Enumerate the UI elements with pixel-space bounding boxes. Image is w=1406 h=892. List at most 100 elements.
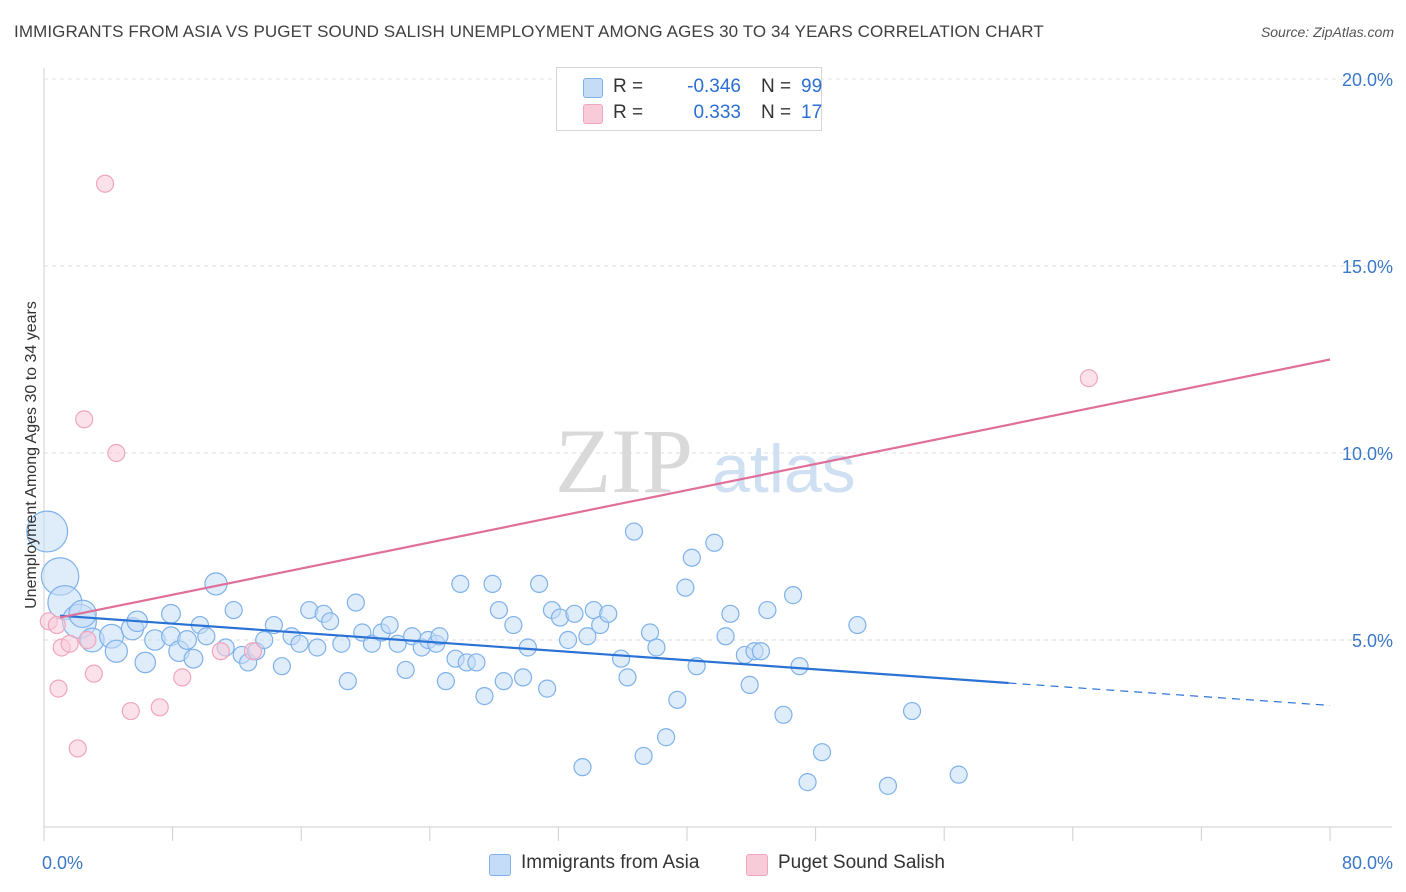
legend-series-name: Immigrants from Asia [521,852,700,873]
salish-point [49,679,68,698]
legend-n-label: N = [761,102,792,123]
asia-point [161,603,181,624]
asia-point [774,705,793,724]
legend-swatch-asia [489,854,511,876]
asia-point [321,612,340,631]
asia-point [790,657,809,676]
legend-swatch-asia [583,78,603,98]
asia-point [721,604,740,623]
chart-title: IMMIGRANTS FROM ASIA VS PUGET SOUND SALI… [14,22,1044,41]
y-tick-label: 5.0% [1352,631,1393,651]
asia-point [611,649,631,668]
asia-point [716,627,735,646]
asia-point [812,743,832,762]
asia-point [26,510,69,553]
asia-point [647,638,666,657]
asia-point [134,651,157,674]
legend-r-label: R = [613,76,644,97]
y-tick-label: 15.0% [1342,257,1393,277]
tick-labels: 5.0% 10.0% 15.0% 20.0% 0.0% 80.0% [42,70,1393,873]
legend-r-label: R = [613,102,644,123]
asia-point [475,686,494,706]
asia-trend-line [59,614,1009,685]
salish-point [75,410,94,429]
legend-series-name: Puget Sound Salish [778,852,945,873]
watermark: ZIP [555,410,693,512]
salish-point [173,668,192,687]
legend-swatch-salish [746,854,768,876]
asia-point [783,586,803,605]
source-label: Source: ZipAtlas.com [1260,24,1394,40]
asia-point [530,574,549,594]
asia-point [224,600,243,620]
y-tick-label: 10.0% [1342,444,1393,464]
asia-point [467,653,486,672]
asia-point [104,639,128,663]
asia-point [657,728,676,747]
asia-trend-extension [1008,682,1331,707]
asia-point [451,574,470,594]
salish-point [68,739,87,758]
asia-point [436,672,455,691]
asia-point [848,615,867,635]
asia-point [618,668,637,687]
legend-swatch-salish [583,104,603,124]
asia-point [513,668,533,687]
legend-r-value: -0.346 [687,76,741,97]
asia-point [705,533,724,552]
asia-point [255,630,274,650]
salish-point [1079,369,1098,388]
y-axis-label: Unemployment Among Ages 30 to 34 years [23,301,40,609]
salish-point [243,642,263,661]
asia-point [483,574,502,594]
asia-point [346,593,365,612]
asia-point [396,660,415,680]
asia-point [489,600,509,620]
y-tick-label: 20.0% [1342,70,1393,90]
asia-point [751,642,771,661]
asia-point [430,627,449,646]
asia-point [640,623,660,642]
salish-point [150,698,169,717]
asia-point [740,675,759,694]
legend-n-label: N = [761,76,792,97]
asia-point [558,630,578,650]
asia-point [338,672,357,691]
stats-legend: R = -0.346 N = 99 R = 0.333 N = 17 [556,67,822,131]
watermark-suffix: atlas [712,431,856,507]
legend-r-value: 0.333 [693,102,741,123]
asia-point [682,548,701,567]
salish-point [211,642,230,661]
salish-trend-line [59,358,1331,619]
trend-lines [59,358,1331,707]
asia-point [578,627,597,646]
asia-point [197,627,216,646]
asia-point [798,773,817,792]
asia-point [504,615,523,635]
gridlines [44,78,1392,641]
asia-point [676,578,695,597]
asia-point [758,600,777,620]
axes [43,68,1392,841]
asia-point [332,634,351,653]
asia-point [573,758,592,777]
asia-point [183,648,204,669]
salish-point [78,630,97,650]
asia-point [177,630,198,650]
asia-point [878,776,898,795]
asia-point [290,634,309,653]
x-tick-label: 0.0% [42,853,83,873]
asia-point [380,615,399,635]
asia-point [624,522,644,541]
salish-point [121,701,140,721]
data-points [26,174,1098,795]
asia-point [308,638,327,657]
salish-point [47,615,66,635]
asia-point [264,615,283,635]
asia-point [494,672,513,691]
asia-point [599,604,618,623]
salish-point [60,634,79,653]
salish-point [95,174,115,193]
legend-n-value: 17 [801,102,823,123]
